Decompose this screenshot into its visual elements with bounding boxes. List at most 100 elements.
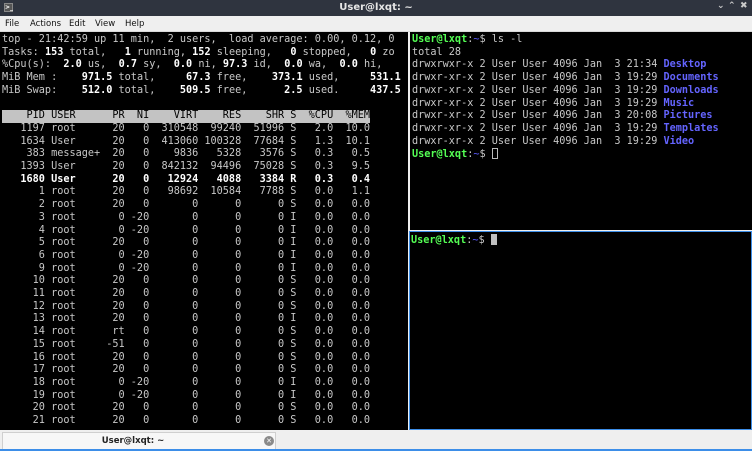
ls-entry-dir: Video bbox=[663, 135, 695, 147]
prompt-user: User@lxqt bbox=[411, 235, 467, 246]
process-row: 13 root 20 0 0 0 0 I 0.0 0.0 bbox=[2, 313, 371, 325]
ls-entry: drwxr-xr-x 2 User User 4096 Jan 3 19:29 … bbox=[412, 136, 752, 149]
ls-entry-meta: drwxr-xr-x 2 User User 4096 Jan 3 19:29 bbox=[412, 122, 664, 134]
prompt-dir: ~ bbox=[473, 149, 480, 161]
top-summary-line: top - 21:42:59 up 11 min, 2 users, load … bbox=[2, 34, 408, 47]
process-row: 20 root 20 0 0 0 0 S 0.0 0.0 bbox=[2, 402, 371, 414]
prompt-dir: ~ bbox=[473, 34, 480, 45]
process-row: 10 root 20 0 0 0 0 S 0.0 0.0 bbox=[2, 275, 371, 287]
top-summary-line: MiB Swap: 512.0 total, 509.5 free, 2.5 u… bbox=[2, 85, 408, 98]
terminal-pane-active[interactable]: User@lxqt:~$ bbox=[409, 231, 752, 430]
process-row: 19 root 0 -20 0 0 0 I 0.0 0.0 bbox=[2, 389, 371, 401]
tab-close-icon[interactable]: ✕ bbox=[264, 436, 274, 446]
ls-entry-dir: Documents bbox=[663, 72, 719, 84]
summary-text: ni, bbox=[192, 59, 223, 71]
summary-value: 509.5 bbox=[179, 84, 211, 96]
summary-text: used. bbox=[302, 84, 371, 96]
summary-text: zo bbox=[376, 46, 395, 58]
ls-entry: drwxr-xr-x 2 User User 4096 Jan 3 19:29 … bbox=[412, 72, 752, 85]
terminal-pane-ls[interactable]: User@lxqt:~$ ls -l total 28 drwxrwxr-x 2 U… bbox=[410, 32, 752, 230]
process-row: 17 root 20 0 0 0 0 S 0.0 0.0 bbox=[2, 364, 371, 376]
process-row: 383 message+ 20 0 9836 5328 3576 S 0.3 0… bbox=[2, 148, 371, 160]
summary-value: 2.5 bbox=[284, 84, 303, 96]
ls-entry-meta: drwxr-xr-x 2 User User 4096 Jan 3 19:29 bbox=[412, 135, 664, 147]
terminal-pane-top-process[interactable]: top - 21:42:59 up 11 min, 2 users, load … bbox=[0, 32, 408, 430]
process-row: 12 root 20 0 0 0 0 S 0.0 0.0 bbox=[2, 300, 371, 312]
summary-text: sleeping, bbox=[210, 46, 291, 58]
menu-bar: File Actions Edit View Help bbox=[0, 16, 752, 32]
prompt-symbol: $ bbox=[478, 235, 491, 246]
prompt-dir: ~ bbox=[472, 235, 479, 246]
command-text: ls -l bbox=[491, 34, 523, 45]
summary-value: 97.3 bbox=[222, 59, 248, 71]
menu-file[interactable]: File bbox=[5, 19, 20, 29]
process-row: 1680 User 20 0 12924 4088 3384 R 0.3 0.4 bbox=[2, 173, 371, 185]
ls-entry-dir: Music bbox=[663, 97, 695, 109]
terminal-app-icon: >_ bbox=[4, 3, 14, 12]
blank-line bbox=[2, 98, 408, 111]
summary-value: 2.0 bbox=[63, 59, 82, 71]
process-row: 1634 User 20 0 413060 100328 77684 S 1.3… bbox=[2, 135, 371, 147]
summary-text: running, bbox=[130, 46, 193, 58]
summary-text: free, bbox=[210, 84, 285, 96]
tab-label: User@lxqt: ~ bbox=[101, 436, 165, 446]
summary-text: top - 21:42:59 up 11 min, 2 users, load … bbox=[2, 34, 395, 45]
process-row: 14 root rt 0 0 0 0 S 0.0 0.0 bbox=[2, 326, 371, 338]
summary-text: %Cpu(s): bbox=[2, 59, 64, 71]
summary-value: 0.0 bbox=[284, 59, 303, 71]
ls-entry-dir: Downloads bbox=[663, 84, 719, 96]
ls-entry: drwxr-xr-x 2 User User 4096 Jan 3 19:29 … bbox=[412, 123, 752, 136]
summary-text: MiB Swap: bbox=[2, 84, 82, 96]
menu-actions[interactable]: Actions bbox=[30, 19, 62, 29]
prompt-sep: : bbox=[466, 235, 473, 246]
summary-text: us, bbox=[81, 59, 119, 71]
summary-text: total, bbox=[63, 46, 125, 58]
process-row: 2 root 20 0 0 0 0 S 0.0 0.0 bbox=[2, 199, 371, 211]
process-row: 1197 root 20 0 310548 99240 51996 S 2.0 … bbox=[2, 122, 371, 134]
menu-edit[interactable]: Edit bbox=[69, 19, 86, 29]
process-table-header: PID USER PR NI VIRT RES SHR S %CPU %MEM bbox=[2, 110, 408, 123]
summary-value: 971.5 bbox=[81, 72, 113, 84]
ls-entry-dir: Desktop bbox=[663, 59, 707, 71]
tab-terminal[interactable]: User@lxqt: ~ ✕ bbox=[2, 432, 276, 449]
summary-value: 0 bbox=[370, 46, 377, 58]
summary-text: id, bbox=[247, 59, 285, 71]
summary-text: sy, bbox=[136, 59, 174, 71]
summary-value: 373.1 bbox=[271, 72, 303, 84]
ls-entry: drwxr-xr-x 2 User User 4096 Jan 3 19:29 … bbox=[412, 98, 752, 111]
summary-value: 512.0 bbox=[81, 84, 113, 96]
summary-text: wa, bbox=[302, 59, 340, 71]
process-row: 6 root 0 -20 0 0 0 I 0.0 0.0 bbox=[2, 249, 371, 261]
tab-bar: User@lxqt: ~ ✕ bbox=[0, 430, 752, 451]
ls-entry: drwxr-xr-x 2 User User 4096 Jan 3 20:08 … bbox=[412, 110, 752, 123]
window-title: User@lxqt: ~ bbox=[339, 2, 413, 13]
ls-entry: drwxr-xr-x 2 User User 4096 Jan 3 19:29 … bbox=[412, 85, 752, 98]
prompt-symbol: $ bbox=[479, 149, 492, 161]
menu-view[interactable]: View bbox=[95, 19, 116, 29]
ls-total: total 28 bbox=[412, 46, 462, 58]
summary-value: 153 bbox=[44, 46, 64, 58]
ls-entry-dir: Pictures bbox=[663, 110, 713, 122]
prompt-user: User@lxqt bbox=[412, 34, 468, 45]
ls-entry-dir: Templates bbox=[663, 122, 719, 134]
top-summary-line: MiB Mem : 971.5 total, 67.3 free, 373.1 … bbox=[2, 72, 408, 85]
summary-value: 531.1 bbox=[370, 72, 401, 84]
cursor-inactive bbox=[491, 148, 498, 160]
summary-value: 1 bbox=[124, 46, 131, 58]
summary-value: 437.5 bbox=[370, 84, 401, 96]
process-row: 5 root 20 0 0 0 0 I 0.0 0.0 bbox=[2, 237, 371, 249]
top-summary-line: Tasks: 153 total, 1 running, 152 sleepin… bbox=[2, 47, 408, 60]
menu-help[interactable]: Help bbox=[125, 19, 145, 29]
maximize-icon[interactable]: ⌃ bbox=[728, 1, 736, 11]
cursor bbox=[490, 234, 497, 245]
process-row: 15 root -51 0 0 0 0 S 0.0 0.0 bbox=[2, 338, 371, 350]
close-icon[interactable]: ✖ bbox=[740, 1, 748, 11]
summary-text: total, bbox=[112, 84, 180, 96]
process-row: 1 root 20 0 98692 10584 7788 S 0.0 1.1 bbox=[2, 186, 371, 198]
minimize-icon[interactable]: ⌄ bbox=[717, 1, 725, 11]
ls-entry-meta: drwxrwxr-x 2 User User 4096 Jan 3 21:34 bbox=[412, 59, 664, 71]
summary-text: free, bbox=[210, 72, 272, 84]
ls-entry-meta: drwxr-xr-x 2 User User 4096 Jan 3 19:29 bbox=[412, 72, 664, 84]
process-row: 1393 User 20 0 842132 94496 75028 S 0.3 … bbox=[2, 161, 371, 173]
title-bar: >_ User@lxqt: ~ ⌄ ⌃ ✖ bbox=[0, 0, 752, 16]
